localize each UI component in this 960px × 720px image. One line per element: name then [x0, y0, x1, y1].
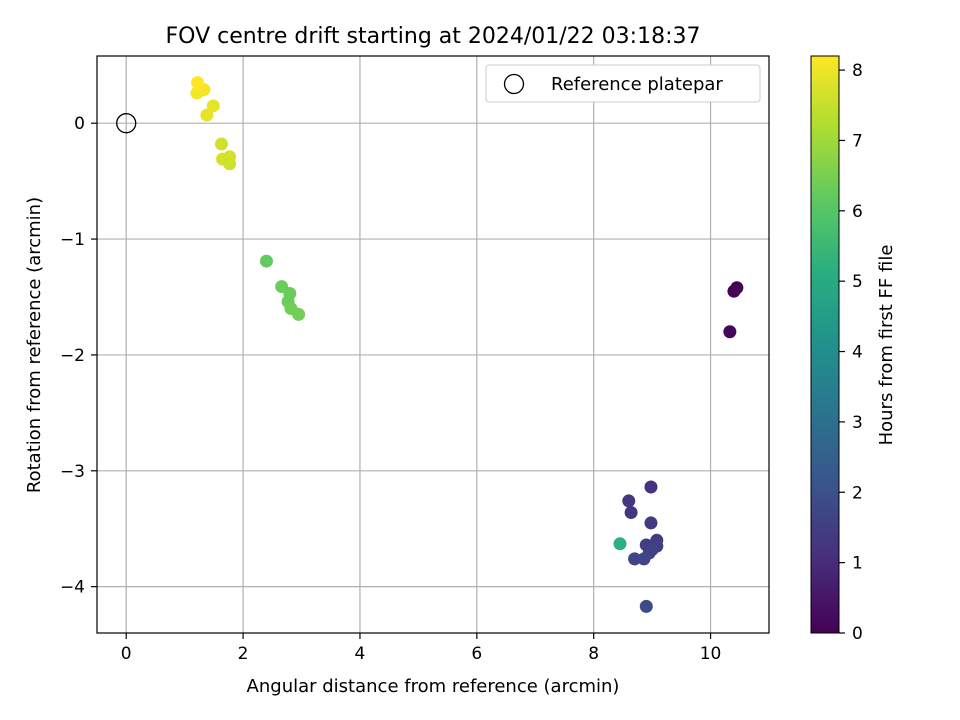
- x-tick-label: 0: [121, 644, 132, 664]
- data-points: [190, 76, 744, 613]
- data-point: [259, 254, 273, 268]
- colorbar-tick-label: 5: [852, 272, 863, 292]
- data-point: [223, 157, 237, 171]
- y-axis-ticks: −4 −3 −2 −1 0: [60, 114, 97, 598]
- colorbar-tick-label: 3: [852, 413, 863, 433]
- colorbar-tick-label: 4: [852, 343, 863, 363]
- colorbar-tick-label: 6: [852, 202, 863, 222]
- data-point: [613, 537, 627, 551]
- data-point: [723, 325, 737, 339]
- x-tick-label: 4: [355, 644, 366, 664]
- chart-title: FOV centre drift starting at 2024/01/22 …: [166, 24, 701, 49]
- y-tick-label: −4: [60, 578, 85, 598]
- data-point: [639, 599, 653, 613]
- x-tick-label: 8: [588, 644, 599, 664]
- plot-area-frame: [96, 55, 770, 634]
- reference-marker: [116, 113, 137, 134]
- legend-reference-marker: [503, 73, 525, 95]
- y-tick-label: −2: [60, 346, 85, 366]
- legend: Reference platepar: [485, 64, 761, 103]
- y-axis-label: Rotation from reference (arcmin): [24, 197, 45, 493]
- legend-label: Reference platepar: [551, 74, 723, 95]
- legend-box: [485, 64, 761, 103]
- colorbar-gradient: [810, 55, 840, 634]
- colorbar-tick-label: 0: [852, 624, 863, 644]
- data-point: [644, 480, 658, 494]
- data-point: [292, 307, 306, 321]
- data-point: [200, 108, 214, 122]
- data-point: [628, 552, 642, 566]
- y-tick-label: 0: [74, 114, 85, 134]
- grid-lines: [97, 56, 769, 633]
- x-axis-label: Angular distance from reference (arcmin): [247, 676, 620, 697]
- data-point: [206, 99, 220, 113]
- colorbar-tick-label: 2: [852, 483, 863, 503]
- data-point: [727, 284, 741, 298]
- x-axis-ticks: 0 2 4 6 8 10: [121, 633, 722, 664]
- data-point: [637, 552, 651, 566]
- data-point: [644, 516, 658, 530]
- colorbar-label: Hours from first FF file: [876, 245, 897, 446]
- data-point: [624, 506, 638, 520]
- colorbar-tick-label: 1: [852, 554, 863, 574]
- colorbar: 0 1 2 3 4 5 6 7 8 Hours from first FF file: [810, 55, 897, 644]
- colorbar-ticks: 0 1 2 3 4 5 6 7 8: [839, 61, 863, 644]
- data-point: [622, 494, 636, 508]
- data-point: [191, 76, 205, 90]
- reference-point: [116, 113, 137, 134]
- x-tick-label: 2: [238, 644, 249, 664]
- x-tick-label: 10: [700, 644, 722, 664]
- colorbar-tick-label: 8: [852, 61, 863, 81]
- x-tick-label: 6: [471, 644, 482, 664]
- colorbar-tick-label: 7: [852, 131, 863, 151]
- data-point: [214, 137, 228, 151]
- y-tick-label: −3: [60, 462, 85, 482]
- y-tick-label: −1: [60, 230, 85, 250]
